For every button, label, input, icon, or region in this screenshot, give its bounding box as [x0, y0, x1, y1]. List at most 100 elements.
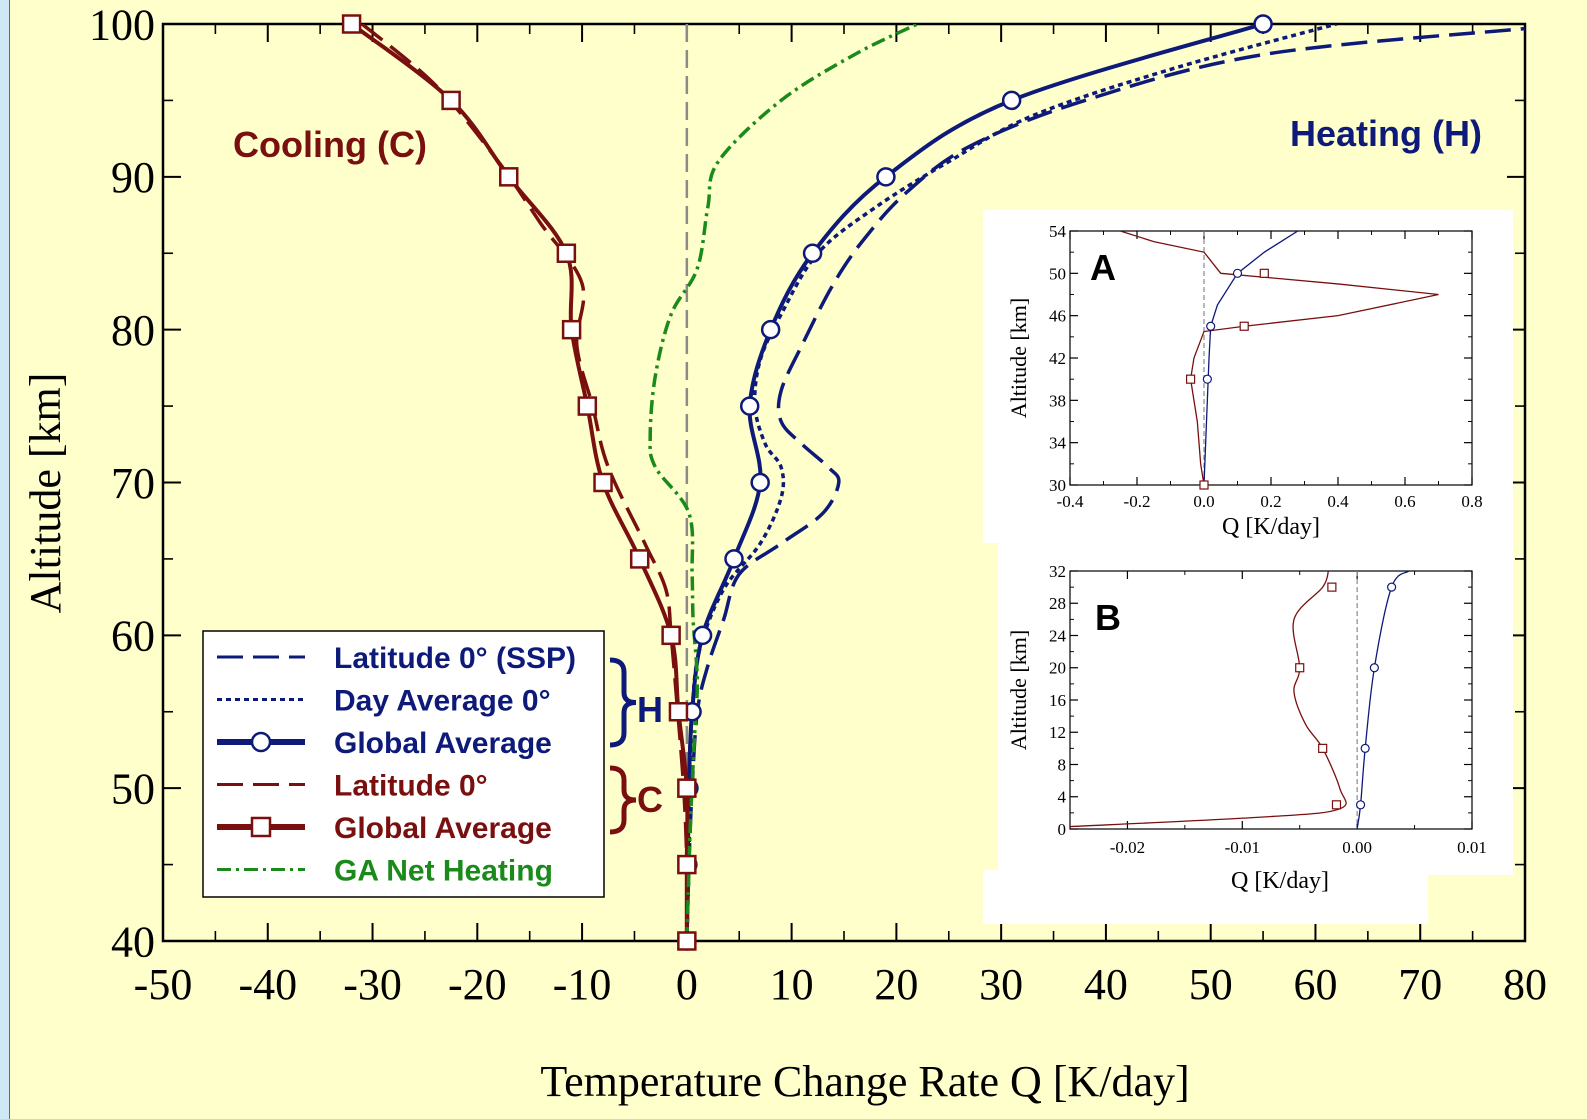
legend-marker	[250, 816, 272, 838]
legend-label: Global Average	[334, 812, 552, 845]
inset-b-x-tick-label: 0.01	[1457, 838, 1487, 857]
series-line	[684, 24, 1264, 941]
inset-b-series-point	[1327, 582, 1337, 592]
inset-a-series-point	[1239, 321, 1249, 331]
main-x-tick-label: -50	[134, 960, 193, 1009]
inset-a-y-tick-label: 50	[1049, 264, 1066, 283]
series-point	[661, 625, 681, 646]
main-plot-layer: -50 -40 -30 -20 -10 0 10 20 30 40 50 60 70 8040506070…	[89, 0, 1547, 1009]
brace-h-label: H	[637, 689, 663, 730]
series-point	[593, 472, 613, 493]
main-x-tick-label: 40	[1084, 960, 1128, 1009]
series-point	[692, 625, 713, 646]
inset-b-y-tick-label: 28	[1049, 594, 1066, 613]
series-point	[760, 319, 781, 340]
main-x-tick-label: 80	[1503, 960, 1547, 1009]
series-point	[668, 702, 689, 722]
inset-b-x-axis-title: Q [K/day]	[1231, 868, 1329, 894]
main-y-tick-label: 80	[111, 306, 155, 355]
main-x-tick-label: 10	[770, 960, 814, 1009]
brace-h: H	[609, 657, 663, 748]
main-y-tick-label: 90	[111, 153, 155, 202]
series-point	[724, 549, 744, 569]
main-x-tick-label: 20	[874, 960, 918, 1009]
main-y-tick-label: 100	[89, 0, 155, 49]
inset-a-x-tick-label: 0.0	[1193, 492, 1214, 511]
inset-a-x-tick-label: -0.4	[1057, 492, 1084, 511]
inset-b-series-point	[1386, 582, 1397, 592]
brace-c-icon	[609, 765, 637, 835]
main-x-tick-label: 0	[676, 960, 698, 1009]
y-axis-title: Altitude [km]	[21, 373, 70, 614]
series-point	[441, 90, 461, 111]
inset-b-x-tick-label: -0.01	[1225, 838, 1260, 857]
main-x-tick-label: 60	[1293, 960, 1337, 1009]
main-y-tick-label: 40	[111, 917, 155, 966]
inset-a-series-line	[1120, 231, 1439, 485]
inset-a-y-tick-label: 38	[1049, 391, 1066, 410]
legend-label: Day Average 0°	[334, 685, 551, 718]
series-point	[750, 472, 770, 493]
series-point	[677, 778, 697, 798]
legend: Latitude 0° (SSP) Day Average 0° Global Av…	[202, 630, 605, 898]
series-point	[498, 167, 519, 187]
inset-b-series-point	[1295, 663, 1305, 673]
inset-a-y-tick-label: 46	[1049, 307, 1066, 326]
brace-h-icon	[609, 657, 637, 748]
inset-a-x-tick-label: 0.2	[1260, 492, 1281, 511]
inset-b-y-tick-label: 20	[1049, 659, 1066, 678]
inset-b-series-point	[1331, 800, 1342, 810]
series-point	[739, 396, 760, 416]
inset-a-layer: -0.4 -0.2 0.0 0.2 0.4 0.6 0.8 30 34 38 42 46 50 54 Q […	[1006, 222, 1483, 540]
inset-b-x-tick-label: -0.02	[1110, 838, 1145, 857]
inset-b-y-tick-label: 8	[1058, 755, 1067, 774]
inset-a-series-point	[1199, 480, 1209, 490]
legend-box	[202, 630, 605, 898]
main-x-tick-label: -20	[448, 960, 507, 1009]
series-point	[677, 931, 697, 951]
main-x-tick-label: 50	[1189, 960, 1233, 1009]
main-y-tick-label: 60	[111, 612, 155, 661]
main-x-tick-label: -10	[553, 960, 612, 1009]
inset-a-series-point	[1259, 268, 1269, 278]
inset-b-y-tick-label: 0	[1058, 820, 1067, 839]
inset-b-x-tick-label: 0.00	[1342, 838, 1372, 857]
series-point	[1253, 14, 1273, 34]
series-point	[876, 167, 896, 187]
inset-a-x-tick-label: 0.6	[1394, 492, 1415, 511]
inset-b-y-tick-label: 12	[1049, 723, 1066, 742]
inset-b-y-tick-label: 16	[1049, 691, 1066, 710]
series-point	[802, 243, 823, 263]
inset-b-y-tick-label: 4	[1058, 788, 1067, 807]
series-point	[677, 854, 697, 875]
series-line	[685, 26, 1525, 941]
main-x-tick-label: 70	[1398, 960, 1442, 1009]
inset-b-series-point	[1355, 800, 1366, 810]
inset-a-x-tick-label: 0.4	[1327, 492, 1349, 511]
inset-b-panel-label: B	[1095, 597, 1121, 638]
series-point	[629, 549, 650, 569]
inset-a-series-point	[1206, 321, 1216, 331]
inset-b-y-tick-label: 24	[1049, 626, 1067, 645]
legend-label: GA Net Heating	[334, 855, 553, 888]
series-point	[341, 14, 362, 34]
inset-a-series-point	[1202, 374, 1212, 384]
x-axis-title: Temperature Change Rate Q [K/day]	[540, 1057, 1189, 1106]
series-point	[1001, 90, 1022, 111]
legend-label: Latitude 0° (SSP)	[334, 642, 576, 675]
inset-b-layer: -0.02 -0.01 0.00 0.01 0 4 8 12 16 20 24 28 32 Q [K/da…	[1006, 562, 1487, 894]
inset-a-series-point	[1232, 268, 1243, 278]
main-x-tick-label: -40	[238, 960, 297, 1009]
cooling-annotation: Cooling (C)	[233, 124, 427, 165]
main-x-tick-label: -30	[343, 960, 402, 1009]
inset-b-y-axis-title: Altitude [km]	[1006, 630, 1031, 750]
inset-a-y-tick-label: 54	[1049, 222, 1067, 241]
inset-a-y-tick-label: 34	[1049, 434, 1067, 453]
inset-b-series-point	[1318, 743, 1328, 753]
brace-c: C	[609, 765, 663, 835]
series-point	[577, 396, 598, 416]
inset-b-series-point	[1369, 663, 1379, 673]
inset-a-series-point	[1185, 374, 1196, 384]
legend-label: Latitude 0°	[334, 770, 488, 803]
